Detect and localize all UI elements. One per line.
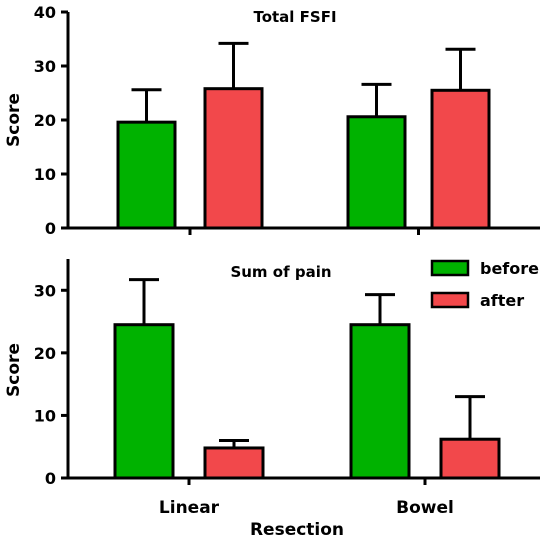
legend-label: after — [480, 291, 524, 310]
chart-panel-2: 0 10 20 30 Score Sum of pain Linear Bowel Resect… — [4, 259, 540, 540]
bar-before — [116, 120, 177, 230]
legend-label: before — [480, 259, 539, 278]
y-tick-label: 20 — [34, 344, 56, 363]
y-tick-label: 10 — [34, 406, 56, 425]
bar-before — [113, 323, 175, 480]
category-label: Bowel — [396, 498, 454, 518]
y-axis-label: Score — [4, 343, 24, 397]
bar-after — [203, 446, 265, 480]
bar-before — [349, 323, 411, 480]
chart-title: Total FSFI — [253, 8, 336, 26]
y-tick-label: 40 — [34, 3, 56, 22]
x-axis-label: Resection — [250, 520, 344, 540]
bar-after — [439, 437, 501, 480]
bar-after — [203, 87, 264, 230]
y-tick-label: 30 — [34, 57, 56, 76]
y-tick-label: 30 — [34, 281, 56, 300]
y-tick-label: 0 — [45, 469, 56, 488]
legend: before after — [430, 259, 539, 310]
chart-panel-1: 0 10 20 30 40 Score Total FSFI — [4, 3, 540, 238]
bar-before — [346, 115, 407, 230]
y-tick-label: 10 — [34, 165, 56, 184]
bar-after — [430, 88, 491, 230]
y-tick-label: 0 — [45, 219, 56, 238]
category-label: Linear — [159, 498, 220, 518]
chart-title: Sum of pain — [230, 263, 331, 281]
y-axis-label: Score — [4, 93, 24, 147]
y-tick-label: 20 — [34, 111, 56, 130]
legend-swatch-before — [430, 259, 470, 277]
legend-swatch-after — [430, 291, 470, 309]
